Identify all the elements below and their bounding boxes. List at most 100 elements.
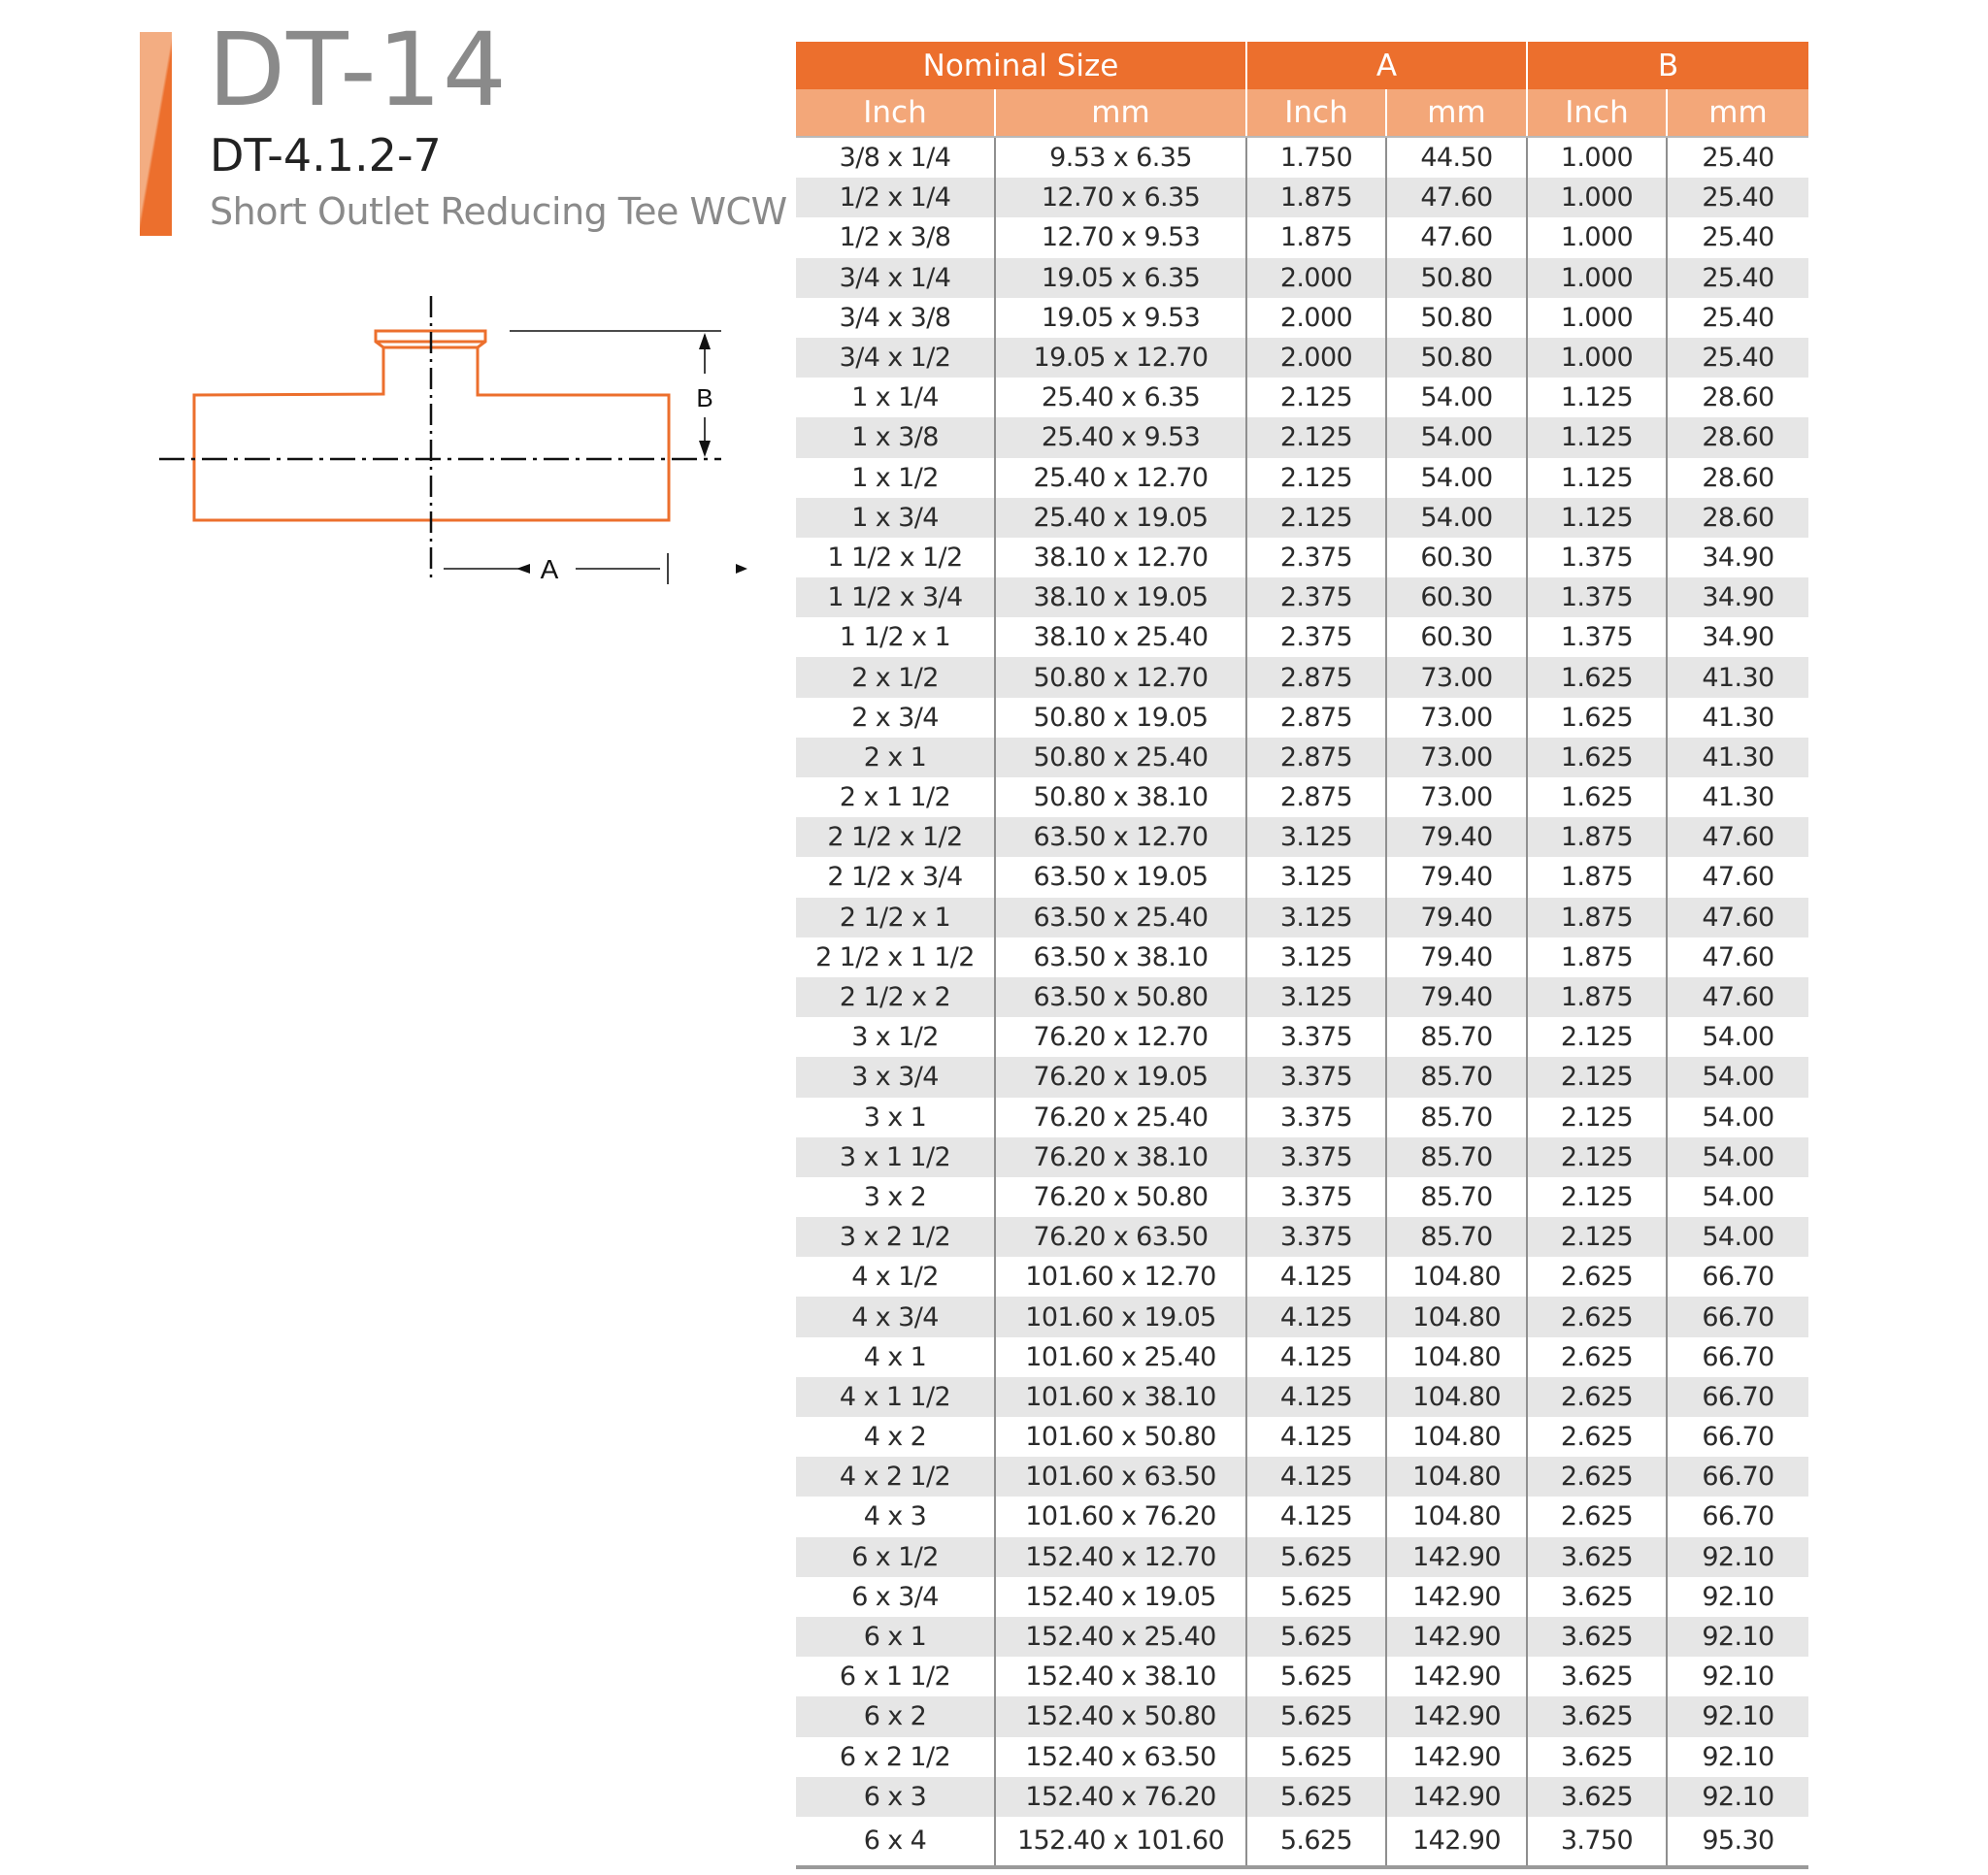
cell-nominal-mm: 101.60 x 12.70 bbox=[994, 1257, 1246, 1298]
cell-nominal-mm: 19.05 x 12.70 bbox=[994, 337, 1246, 378]
cell-nominal-mm: 152.40 x 19.05 bbox=[994, 1576, 1246, 1617]
cell-a-inch: 3.375 bbox=[1245, 1217, 1386, 1258]
cell-a-mm: 85.70 bbox=[1385, 1136, 1527, 1177]
cell-a-mm: 60.30 bbox=[1385, 537, 1527, 578]
cell-nominal-inch: 4 x 2 bbox=[863, 1422, 927, 1453]
cell-nominal-inch: 2 1/2 x 2 bbox=[796, 976, 995, 1018]
table-row: 6 x 4 152.40 x 101.60 5.625 142.90 3.750 95.3… bbox=[796, 1816, 1808, 1869]
cell-nominal-inch: 2 x 3/4 bbox=[851, 702, 939, 733]
cell-b-mm: 66.70 bbox=[1666, 1257, 1808, 1298]
table-row: 2 1/2 x 1 1/2 63.50 x 38.10 3.125 79.40 1.87… bbox=[796, 937, 1808, 977]
cell-b-mm: 54.00 bbox=[1666, 1017, 1808, 1058]
table-row: 4 x 3 101.60 x 76.20 4.125 104.80 2.625 66.70 bbox=[796, 1497, 1808, 1537]
table-row: 2 x 1 50.80 x 25.40 2.875 73.00 1.625 41.30 bbox=[796, 737, 1808, 777]
table-row: 1 x 1/2 25.40 x 12.70 2.125 54.00 1.125 28.60 bbox=[796, 457, 1808, 498]
table-row: 1/2 x 3/8 12.70 x 9.53 1.875 47.60 1.000 25.4… bbox=[796, 217, 1808, 258]
cell-a-mm: 142.90 bbox=[1385, 1816, 1527, 1869]
cell-a-inch: 4.125 bbox=[1245, 1497, 1386, 1537]
header-a-inch: Inch bbox=[1245, 89, 1386, 138]
cell-nominal-inch: 1 1/2 x 1 bbox=[839, 622, 951, 653]
cell-a-mm: 50.80 bbox=[1385, 257, 1527, 298]
table-row: 3/4 x 3/8 19.05 x 9.53 2.000 50.80 1.000 25.4… bbox=[796, 297, 1808, 338]
cell-nominal-mm: 38.10 x 19.05 bbox=[994, 577, 1246, 618]
cell-b-mm: 66.70 bbox=[1666, 1417, 1808, 1458]
cell-nominal-inch: 3 x 3/4 bbox=[796, 1057, 995, 1098]
cell-b-inch: 3.625 bbox=[1526, 1696, 1667, 1737]
cell-a-mm: 142.90 bbox=[1385, 1616, 1527, 1658]
cell-b-mm: 28.60 bbox=[1666, 497, 1808, 538]
cell-b-mm: 34.90 bbox=[1666, 617, 1808, 658]
cell-a-mm: 50.80 bbox=[1385, 337, 1527, 378]
table-row: 3 x 3/4 76.20 x 19.05 3.375 85.70 2.125 54.00 bbox=[796, 1057, 1808, 1098]
cell-nominal-inch: 2 x 1 bbox=[796, 737, 995, 777]
cell-a-mm: 85.70 bbox=[1385, 1057, 1527, 1098]
cell-b-inch: 1.000 bbox=[1526, 137, 1667, 179]
cell-nominal-mm: 25.40 x 19.05 bbox=[994, 497, 1246, 538]
cell-b-inch: 2.625 bbox=[1526, 1417, 1667, 1458]
table-row: 3 x 1 1/2 76.20 x 38.10 3.375 85.70 2.125 54.… bbox=[796, 1136, 1808, 1177]
table-row: 4 x 1 101.60 x 25.40 4.125 104.80 2.625 66.70 bbox=[796, 1336, 1808, 1377]
cell-nominal-mm: 50.80 x 12.70 bbox=[994, 657, 1246, 698]
cell-nominal-inch: 1 x 1/4 bbox=[851, 382, 939, 413]
table-row: 2 x 1 1/2 50.80 x 38.10 2.875 73.00 1.625 41.… bbox=[796, 777, 1808, 818]
cell-nominal-mm: 76.20 x 38.10 bbox=[994, 1136, 1246, 1177]
cell-b-inch: 3.625 bbox=[1526, 1776, 1667, 1817]
table-row: 2 1/2 x 1/2 63.50 x 12.70 3.125 79.40 1.875 4… bbox=[796, 817, 1808, 858]
table-row: 6 x 1/2 152.40 x 12.70 5.625 142.90 3.625 92.… bbox=[796, 1536, 1808, 1577]
cell-b-mm: 54.00 bbox=[1666, 1136, 1808, 1177]
cell-nominal-mm: 63.50 x 25.40 bbox=[994, 897, 1246, 938]
table-row: 4 x 1 1/2 101.60 x 38.10 4.125 104.80 2.625 6… bbox=[796, 1376, 1808, 1417]
cell-nominal-mm: 19.05 x 9.53 bbox=[994, 297, 1246, 338]
cell-a-mm: 85.70 bbox=[1385, 1176, 1527, 1218]
cell-nominal-inch: 1 x 3/8 bbox=[796, 417, 995, 458]
cell-a-mm: 44.50 bbox=[1385, 137, 1527, 179]
cell-b-inch: 1.000 bbox=[1526, 257, 1667, 298]
cell-b-mm: 25.40 bbox=[1666, 137, 1808, 179]
cell-a-mm: 142.90 bbox=[1385, 1576, 1527, 1617]
header-b-inch: Inch bbox=[1526, 89, 1667, 138]
cell-nominal-mm: 76.20 x 50.80 bbox=[994, 1176, 1246, 1218]
cell-nominal-inch: 3 x 1/2 bbox=[851, 1022, 939, 1053]
cell-b-mm: 28.60 bbox=[1666, 457, 1808, 498]
cell-a-mm: 50.80 bbox=[1385, 297, 1527, 338]
cell-a-inch: 3.125 bbox=[1245, 857, 1386, 898]
header-b-mm: mm bbox=[1666, 89, 1808, 138]
cell-b-mm: 54.00 bbox=[1666, 1057, 1808, 1098]
cell-nominal-mm: 25.40 x 12.70 bbox=[994, 457, 1246, 498]
cell-b-mm: 95.30 bbox=[1666, 1816, 1808, 1869]
cell-a-inch: 2.125 bbox=[1245, 457, 1386, 498]
cell-b-inch: 1.875 bbox=[1526, 857, 1667, 898]
cell-b-mm: 25.40 bbox=[1666, 337, 1808, 378]
cell-a-inch: 3.125 bbox=[1245, 976, 1386, 1018]
cell-b-mm: 41.30 bbox=[1666, 777, 1808, 818]
cell-nominal-inch: 3/4 x 1/2 bbox=[796, 337, 995, 378]
cell-a-mm: 79.40 bbox=[1385, 897, 1527, 938]
cell-b-mm: 41.30 bbox=[1666, 657, 1808, 698]
product-title: DT-14 bbox=[208, 11, 508, 129]
cell-b-inch: 1.125 bbox=[1526, 457, 1667, 498]
cell-nominal-mm: 101.60 x 63.50 bbox=[994, 1457, 1246, 1497]
header-nominal-inch: Inch bbox=[796, 89, 995, 138]
cell-b-mm: 92.10 bbox=[1666, 1536, 1808, 1577]
cell-a-inch: 2.375 bbox=[1245, 617, 1386, 658]
cell-a-inch: 3.375 bbox=[1245, 1097, 1386, 1137]
cell-a-inch: 2.875 bbox=[1245, 777, 1386, 818]
cell-nominal-mm: 152.40 x 12.70 bbox=[994, 1536, 1246, 1577]
cell-nominal-mm: 50.80 x 19.05 bbox=[994, 697, 1246, 738]
cell-nominal-mm: 63.50 x 12.70 bbox=[994, 817, 1246, 858]
cell-a-inch: 2.125 bbox=[1245, 417, 1386, 458]
header-nominal-mm: mm bbox=[994, 89, 1246, 138]
cell-b-mm: 92.10 bbox=[1666, 1696, 1808, 1737]
table-row: 1 x 3/8 25.40 x 9.53 2.125 54.00 1.125 28.60 bbox=[796, 417, 1808, 458]
cell-a-mm: 142.90 bbox=[1385, 1736, 1527, 1777]
cell-a-inch: 5.625 bbox=[1245, 1657, 1386, 1697]
cell-a-mm: 85.70 bbox=[1385, 1097, 1527, 1137]
cell-b-inch: 1.625 bbox=[1526, 777, 1667, 818]
table-row: 2 x 1/2 50.80 x 12.70 2.875 73.00 1.625 41.30 bbox=[796, 657, 1808, 698]
cell-nominal-mm: 152.40 x 76.20 bbox=[994, 1776, 1246, 1817]
cell-nominal-mm: 101.60 x 38.10 bbox=[994, 1376, 1246, 1417]
cell-a-mm: 79.40 bbox=[1385, 817, 1527, 858]
cell-a-inch: 2.000 bbox=[1245, 257, 1386, 298]
cell-b-mm: 54.00 bbox=[1666, 1176, 1808, 1218]
cell-b-inch: 3.625 bbox=[1526, 1536, 1667, 1577]
